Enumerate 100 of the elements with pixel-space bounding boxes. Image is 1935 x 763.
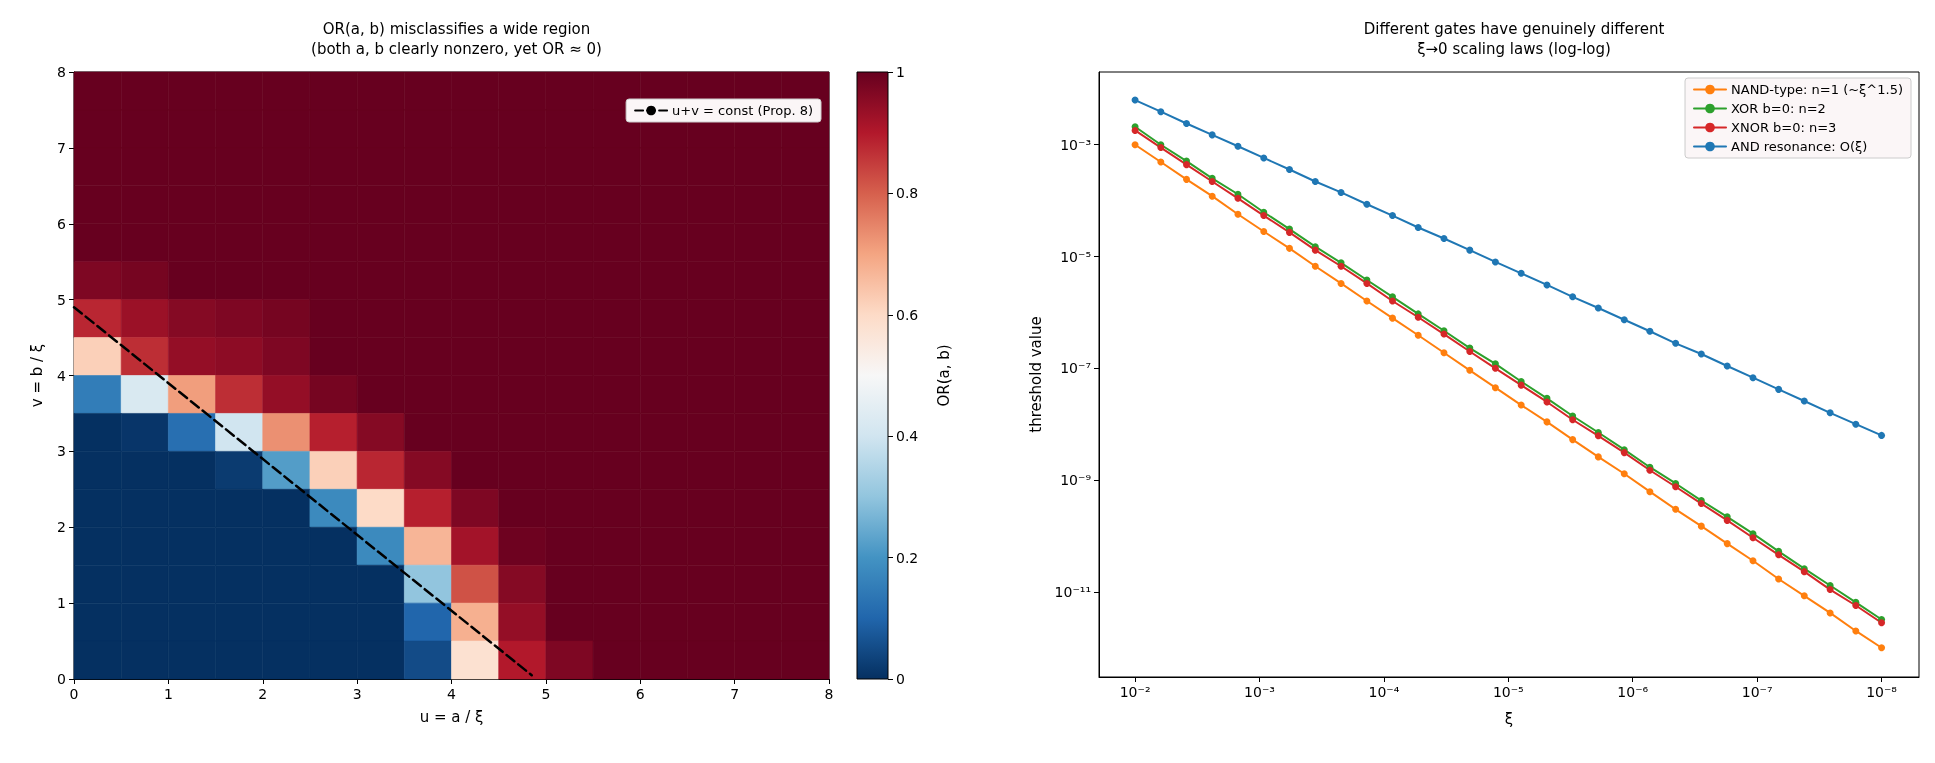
x-tick-label: 6 [635,686,645,702]
point [1826,409,1834,417]
x-tick-label: 4 [447,686,457,702]
point [1157,108,1165,116]
point [1775,575,1783,583]
point [1183,161,1191,169]
legend-label: u+v = const (Prop. 8) [672,103,814,118]
point [1852,627,1860,635]
y-tick-label: 4 [57,367,67,384]
point [1594,453,1602,461]
point [1260,212,1268,220]
point [1234,210,1242,218]
y-tick-label: 10⁻⁷ [1060,360,1091,377]
y-tick-label: 10⁻⁵ [1060,248,1091,265]
chart-title: OR(a, b) misclassifies a wide region (both a, b clearly nonzero, yet OR ≈ 0) [311,20,602,58]
point [1389,314,1396,322]
x-axis-title: u = a / ξ [419,707,484,726]
point [1878,644,1886,652]
point [1852,602,1860,610]
point [1491,258,1499,266]
point [1878,431,1886,439]
color-bar-label: 0 [896,671,905,687]
point [1440,349,1448,357]
x-tick-label: 0 [69,686,79,702]
point [1569,416,1577,424]
point [1749,557,1757,565]
point [1672,505,1680,513]
point [1697,522,1705,530]
point [1646,488,1654,496]
point [1800,592,1808,600]
x-tick-label: 2 [258,686,268,702]
point [1311,262,1319,270]
point [1826,586,1834,594]
point [1234,194,1242,202]
point [1749,374,1757,382]
point [1852,420,1860,428]
point [1620,470,1628,478]
point [1260,154,1268,162]
x-tick-label: 10⁻⁷ [1741,684,1773,700]
x-tick-label: 1 [163,686,173,702]
point [1569,293,1577,301]
point [1672,483,1680,491]
legend-label: XOR b=0: n=2 [1731,101,1826,116]
legend-label: NAND-type: n=1 (~ξ^1.5) [1731,82,1903,97]
y-tick-label: 2 [57,519,66,536]
y-axis-title: v = b / ξ [27,343,46,408]
point [1440,235,1448,242]
point [1286,166,1293,174]
point [1311,177,1319,185]
color-bar-label: 1 [896,64,905,80]
point [1517,401,1525,409]
x-tick-label: 10⁻² [1119,684,1151,700]
color-bar-label: 0.8 [896,185,919,202]
point [1389,297,1396,305]
point [1337,188,1345,196]
chart-title: Different gates have genuinely different ξ→0 scaling laws (log-log) [1363,20,1665,58]
point [1672,339,1680,347]
point [1157,158,1165,166]
legend-label: XNOR b=0: n=3 [1731,120,1837,135]
x-tick-label: 10⁻⁸ [1866,684,1898,700]
y-tick-label: 10⁻⁹ [1060,472,1092,489]
x-tick-label: 10⁻⁶ [1617,684,1649,700]
point [1620,316,1628,324]
point [1775,551,1783,559]
x-tick-label: 3 [352,686,362,702]
x-tick-label: 10⁻³ [1244,684,1275,700]
x-tick-label: 5 [541,686,551,702]
color-bar-label: 0.6 [896,306,919,323]
point [1491,364,1499,372]
legend-label: AND resonance: O(ξ) [1731,139,1868,154]
point [1723,362,1731,370]
point [1594,304,1602,312]
point [1337,279,1345,287]
y-tick-label: 7 [57,139,66,156]
point [1749,534,1757,542]
point [1466,246,1474,254]
point [1208,131,1216,139]
color-bar-label: 0.4 [896,428,919,445]
point [1389,212,1396,220]
point [1286,244,1293,252]
color-bar-label: 0.2 [896,549,919,566]
x-tick-label: 8 [824,686,834,702]
x-tick-label: 10⁻⁴ [1368,684,1400,700]
point [1826,609,1834,617]
point [1569,436,1577,444]
point [1183,175,1191,183]
point [1131,141,1139,149]
y-axis-title: threshold value [1027,316,1046,433]
point [1234,142,1242,150]
y-tick-label: 10⁻³ [1060,136,1091,153]
x-tick-label: 7 [730,686,740,702]
point [1800,397,1808,405]
point [1723,540,1731,548]
point [1414,224,1422,232]
y-tick-label: 3 [57,443,66,460]
point [1208,192,1216,200]
point [1260,228,1268,236]
point [1775,385,1783,393]
point [1466,366,1474,374]
y-tick-label: 6 [57,215,67,232]
